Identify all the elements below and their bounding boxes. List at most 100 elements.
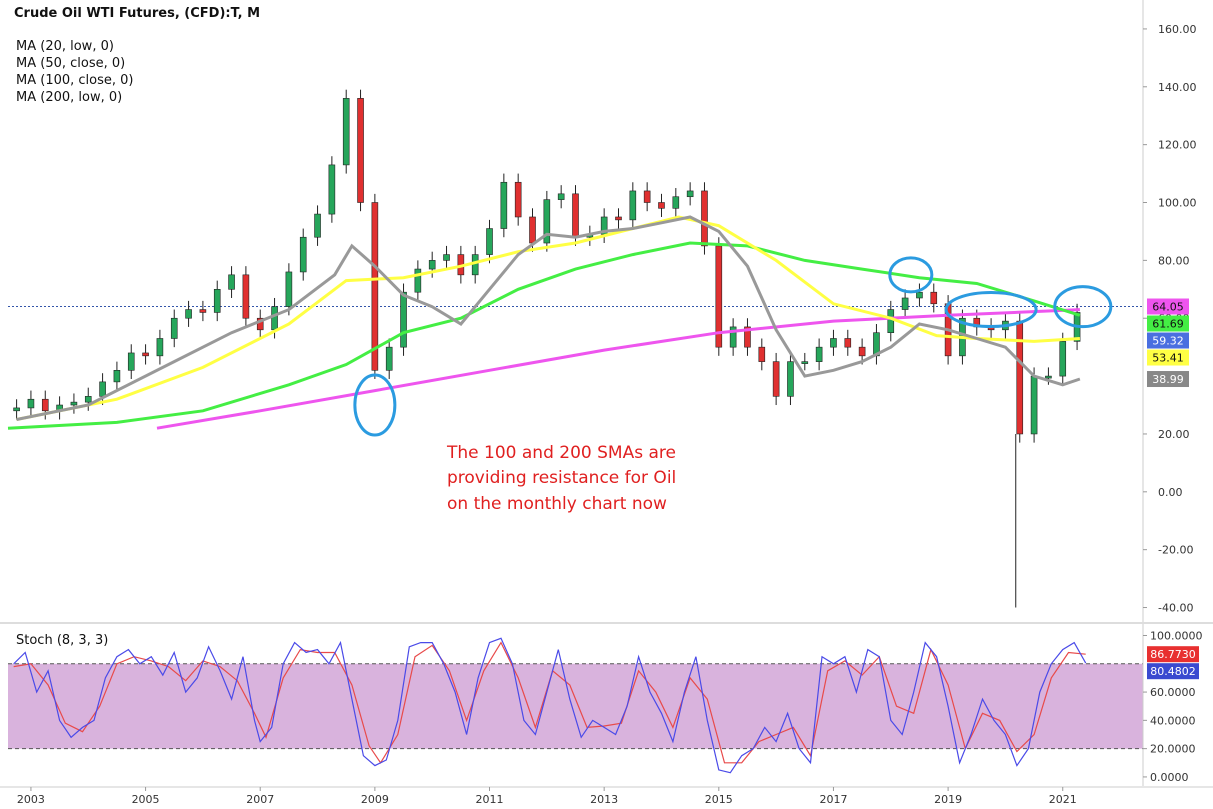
x-tick-label: 2021 <box>1049 793 1077 806</box>
stochastic-badge-bg <box>1147 646 1199 663</box>
candle <box>787 352 794 406</box>
x-tick-label: 2017 <box>819 793 847 806</box>
candle-body <box>142 352 149 357</box>
highlight-circle <box>888 256 934 294</box>
candle <box>156 329 164 365</box>
stochastic-band <box>8 663 1143 749</box>
candle <box>830 329 837 356</box>
price-tick-label: -20.00 <box>1158 544 1193 557</box>
candle-body <box>199 309 207 313</box>
stochastic-tick-label: 40.0000 <box>1150 714 1196 727</box>
candle-body <box>242 274 250 319</box>
candle <box>844 329 852 356</box>
candle-body <box>84 396 92 403</box>
x-tick-label: 2005 <box>132 793 160 806</box>
candle-body <box>1030 375 1038 435</box>
candle <box>127 344 135 379</box>
candle <box>543 190 551 252</box>
annotation-line-1: The 100 and 200 SMAs are <box>446 443 676 463</box>
stochastic-tick-label: 20.0000 <box>1150 743 1196 756</box>
x-axis-ticks: 2003 2005 2007 2009 2011 2013 2015 2017 2019 2021 <box>17 787 1077 806</box>
candle <box>13 399 20 420</box>
candle <box>213 280 221 322</box>
candle <box>27 390 35 417</box>
candle-body <box>328 164 336 215</box>
annotation-line-2: providing resistance for Oil <box>447 468 676 488</box>
price-tick-label: 0.00 <box>1158 486 1183 499</box>
legend-ma20: MA (20, low, 0) <box>16 39 114 54</box>
candle-body <box>672 196 680 209</box>
x-tick-label: 2015 <box>705 793 733 806</box>
x-tick-label: 2007 <box>246 793 274 806</box>
candle <box>729 318 737 356</box>
candle <box>686 182 694 206</box>
candle-body <box>342 98 350 166</box>
candle <box>314 205 321 246</box>
price-tick-label: 100.00 <box>1158 197 1197 210</box>
highlight-circles <box>353 256 1113 437</box>
ma100-line <box>7 241 1081 430</box>
candle <box>142 344 149 365</box>
candle <box>443 245 450 270</box>
candle-body <box>901 297 909 310</box>
candle-body <box>930 291 938 305</box>
stochastic-badge: 80.4802 <box>1147 663 1199 680</box>
price-badge: 59.32 <box>1147 332 1189 349</box>
price-badge-label: 38.99 <box>1152 373 1184 386</box>
candle-body <box>686 190 694 198</box>
candle <box>486 219 493 264</box>
candle-body <box>285 271 293 307</box>
candle-body <box>414 268 422 293</box>
candle-body <box>514 181 522 218</box>
price-badge-bg <box>1147 298 1189 315</box>
stochastic-pane: 100.0000 60.0000 40.0000 20.0000 0.0000 86.7… <box>8 624 1203 786</box>
price-tick-label: -40.00 <box>1158 602 1193 615</box>
stochastic-y-ticks: 100.0000 60.0000 40.0000 20.0000 0.0000 <box>1143 629 1203 784</box>
candle-body <box>400 291 407 348</box>
price-badge-label: 53.41 <box>1152 352 1184 365</box>
candle-body <box>830 338 837 348</box>
price-badge-bg <box>1147 315 1189 332</box>
candle-body <box>428 260 436 270</box>
candle <box>285 263 293 316</box>
candle <box>299 228 307 281</box>
candle-body <box>758 346 766 362</box>
candle-body <box>41 398 49 412</box>
candle <box>514 173 522 226</box>
ma200-line <box>156 308 1080 430</box>
candle-body <box>844 338 852 348</box>
candle-body <box>371 202 379 371</box>
candle <box>557 185 565 209</box>
candle <box>901 289 909 319</box>
candle-body <box>658 202 665 209</box>
chart-title: Crude Oil WTI Futures, (CFD):T, M <box>14 6 260 21</box>
price-badge-bg <box>1147 332 1189 349</box>
annotation-line-3: on the monthly chart now <box>447 494 667 514</box>
candle-body <box>170 317 178 339</box>
x-tick-label: 2019 <box>934 793 962 806</box>
candle-body <box>701 190 708 247</box>
price-tick-label: 120.00 <box>1158 139 1197 152</box>
x-tick-label: 2013 <box>590 793 618 806</box>
candle <box>170 309 178 348</box>
highlight-circle <box>1053 285 1113 329</box>
price-y-ticks: 160.00140.00120.00100.0080.0060.0020.000… <box>1143 23 1197 615</box>
legend-ma200: MA (200, low, 0) <box>16 90 122 105</box>
candle-body <box>729 326 737 348</box>
candle <box>772 352 780 406</box>
legend-ma50: MA (50, close, 0) <box>16 56 125 71</box>
candle-body <box>629 190 637 221</box>
candle-body <box>185 309 192 319</box>
candle-body <box>500 181 508 229</box>
candle-body <box>1045 375 1052 379</box>
candle <box>328 156 336 223</box>
candle <box>185 300 192 327</box>
price-badge: 61.69 <box>1147 315 1189 332</box>
candle-body <box>385 346 393 371</box>
candle <box>199 300 207 322</box>
candle <box>801 352 809 371</box>
candle <box>70 393 78 414</box>
candle-body <box>744 326 751 348</box>
price-badge-label: 59.32 <box>1152 335 1184 348</box>
